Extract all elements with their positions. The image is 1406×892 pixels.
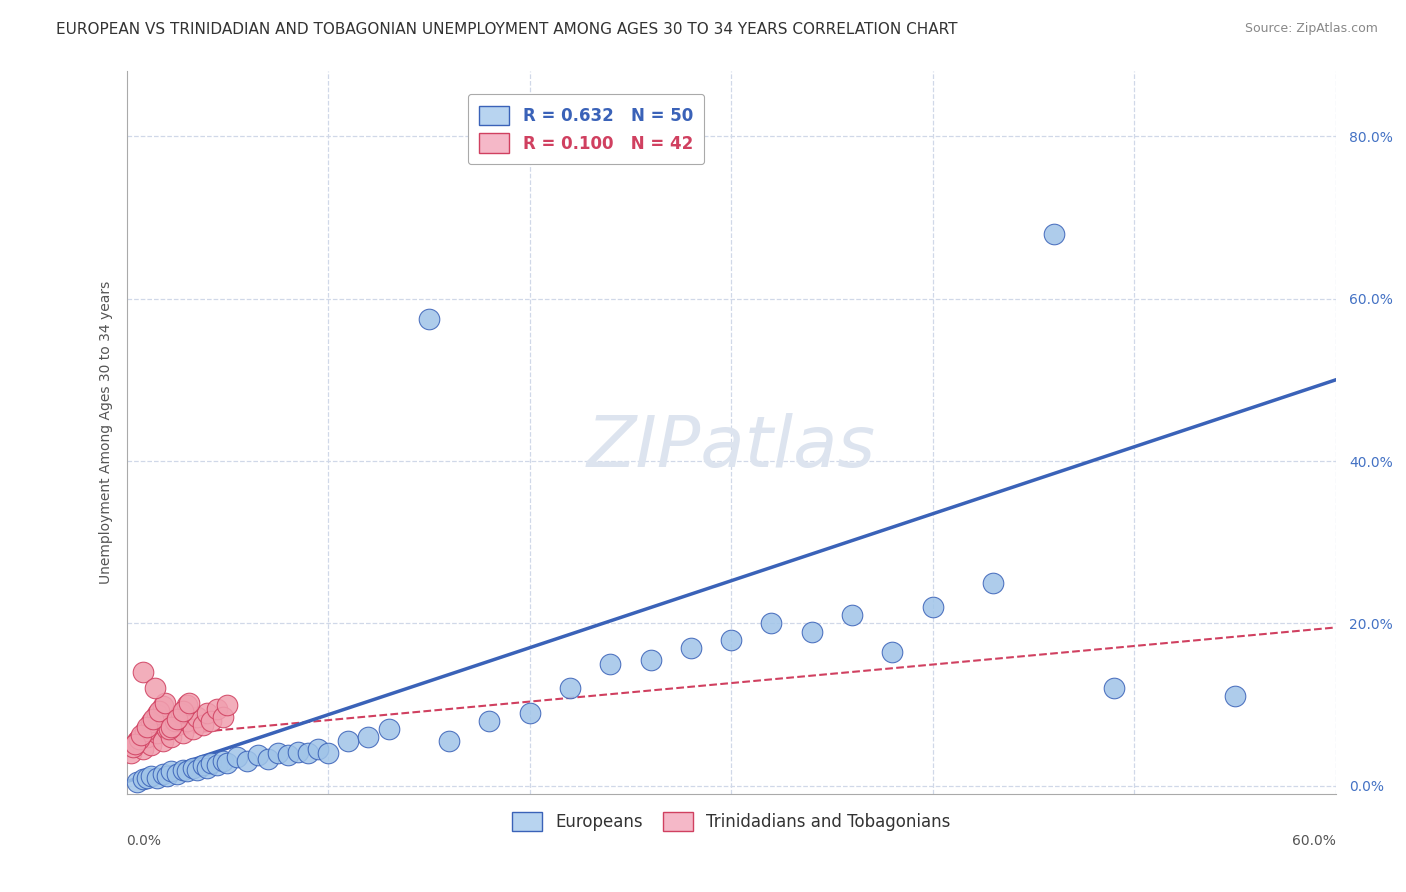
Point: [599, 657, 621, 671]
Point: [205, 758, 228, 772]
Point: [177, 696, 200, 710]
Point: [236, 755, 259, 769]
Point: [307, 742, 329, 756]
Text: 0.0%: 0.0%: [127, 834, 162, 847]
Point: [139, 715, 162, 730]
Point: [143, 681, 166, 696]
Point: [186, 710, 208, 724]
Point: [135, 730, 157, 744]
Point: [226, 750, 249, 764]
Point: [139, 769, 162, 783]
Point: [981, 575, 1004, 590]
Point: [181, 761, 204, 775]
Point: [129, 728, 152, 742]
Point: [256, 752, 278, 766]
Point: [1042, 227, 1064, 241]
Text: ZIPatlas: ZIPatlas: [586, 413, 876, 482]
Point: [163, 714, 186, 728]
Point: [176, 764, 198, 779]
Point: [519, 706, 541, 720]
Point: [166, 712, 188, 726]
Point: [160, 764, 183, 779]
Point: [200, 756, 222, 770]
Point: [170, 706, 193, 720]
Point: [131, 742, 153, 756]
Point: [172, 726, 194, 740]
Point: [131, 772, 153, 787]
Point: [267, 746, 290, 760]
Point: [640, 653, 662, 667]
Point: [287, 745, 309, 759]
Point: [195, 706, 218, 720]
Point: [157, 722, 180, 736]
Point: [131, 665, 153, 679]
Point: [1223, 690, 1246, 704]
Point: [1102, 681, 1125, 696]
Point: [135, 771, 157, 785]
Y-axis label: Unemployment Among Ages 30 to 34 years: Unemployment Among Ages 30 to 34 years: [98, 281, 112, 584]
Point: [146, 726, 169, 740]
Point: [156, 722, 179, 736]
Point: [246, 747, 269, 762]
Point: [176, 714, 198, 728]
Point: [120, 746, 142, 760]
Point: [146, 707, 169, 722]
Point: [139, 738, 162, 752]
Point: [205, 701, 228, 715]
Point: [841, 608, 863, 623]
Point: [297, 746, 319, 760]
Point: [148, 704, 170, 718]
Point: [176, 698, 198, 712]
Point: [277, 747, 299, 762]
Point: [186, 763, 208, 777]
Point: [418, 312, 440, 326]
Point: [166, 718, 188, 732]
Point: [212, 710, 235, 724]
Legend: Europeans, Trinidadians and Tobagonians: Europeans, Trinidadians and Tobagonians: [503, 804, 959, 839]
Point: [921, 600, 943, 615]
Point: [135, 720, 157, 734]
Text: EUROPEAN VS TRINIDADIAN AND TOBAGONIAN UNEMPLOYMENT AMONG AGES 30 TO 34 YEARS CO: EUROPEAN VS TRINIDADIAN AND TOBAGONIAN U…: [56, 22, 957, 37]
Point: [217, 756, 239, 770]
Point: [191, 758, 214, 772]
Point: [152, 734, 174, 748]
Point: [800, 624, 823, 639]
Point: [200, 714, 222, 728]
Point: [679, 640, 702, 655]
Point: [134, 723, 156, 738]
Point: [217, 698, 239, 712]
Point: [172, 704, 194, 718]
Point: [172, 763, 194, 777]
Point: [160, 730, 183, 744]
Point: [181, 722, 204, 736]
Point: [720, 632, 742, 647]
Point: [195, 761, 218, 775]
Point: [160, 720, 183, 734]
Point: [191, 718, 214, 732]
Point: [153, 696, 176, 710]
Point: [156, 769, 179, 783]
Point: [152, 699, 174, 714]
Point: [128, 731, 150, 746]
Point: [478, 714, 501, 728]
Point: [316, 746, 339, 760]
Point: [437, 734, 460, 748]
Text: Source: ZipAtlas.com: Source: ZipAtlas.com: [1244, 22, 1378, 36]
Point: [146, 771, 169, 785]
Point: [212, 755, 235, 769]
Point: [337, 734, 360, 748]
Point: [125, 774, 148, 789]
Point: [166, 766, 188, 780]
Point: [142, 712, 165, 726]
Point: [357, 730, 380, 744]
Point: [124, 737, 146, 751]
Point: [558, 681, 581, 696]
Text: 60.0%: 60.0%: [1292, 834, 1336, 847]
Point: [152, 766, 174, 780]
Point: [882, 645, 904, 659]
Point: [377, 722, 399, 736]
Point: [125, 734, 148, 748]
Point: [761, 616, 783, 631]
Point: [121, 739, 143, 754]
